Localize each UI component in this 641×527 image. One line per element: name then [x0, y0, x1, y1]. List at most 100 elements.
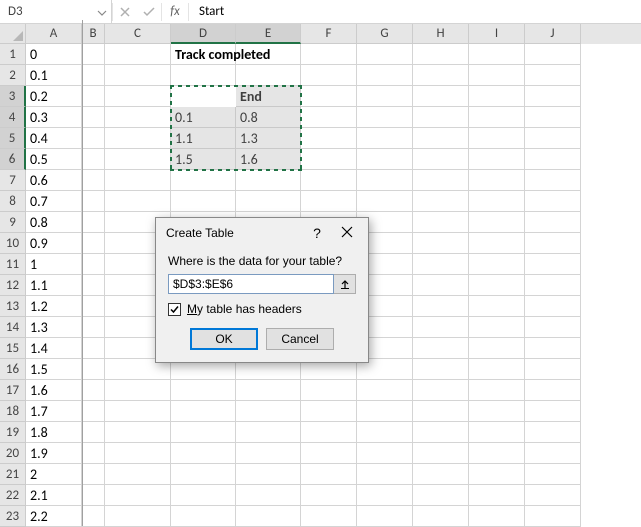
- cell[interactable]: [525, 128, 581, 149]
- cell[interactable]: [82, 317, 105, 338]
- cell[interactable]: 0: [26, 44, 82, 65]
- column-header[interactable]: G: [357, 24, 413, 44]
- row-header[interactable]: 8: [0, 191, 26, 212]
- cell[interactable]: [171, 191, 236, 212]
- help-icon[interactable]: ?: [302, 219, 332, 247]
- column-header[interactable]: B: [82, 24, 105, 44]
- cell[interactable]: 1.7: [26, 401, 82, 422]
- cell[interactable]: 1.5: [171, 149, 236, 170]
- row-header[interactable]: 1: [0, 44, 26, 65]
- row-header[interactable]: 20: [0, 443, 26, 464]
- cell[interactable]: [82, 128, 105, 149]
- cell[interactable]: [413, 191, 469, 212]
- close-icon[interactable]: [332, 219, 362, 247]
- cell[interactable]: 1.3: [236, 128, 301, 149]
- column-header[interactable]: I: [469, 24, 525, 44]
- cell[interactable]: [413, 254, 469, 275]
- cell[interactable]: [469, 44, 525, 65]
- cell[interactable]: [82, 107, 105, 128]
- cell[interactable]: [413, 170, 469, 191]
- row-header[interactable]: 18: [0, 401, 26, 422]
- cell[interactable]: [469, 275, 525, 296]
- cell[interactable]: [357, 422, 413, 443]
- cell[interactable]: [413, 443, 469, 464]
- cell[interactable]: [469, 359, 525, 380]
- headers-checkbox[interactable]: [168, 303, 181, 316]
- cell[interactable]: [301, 380, 357, 401]
- cell[interactable]: [301, 44, 357, 65]
- cell[interactable]: [525, 170, 581, 191]
- cell[interactable]: [525, 149, 581, 170]
- cell[interactable]: [301, 191, 357, 212]
- cell[interactable]: [413, 485, 469, 506]
- row-header[interactable]: 11: [0, 254, 26, 275]
- cell[interactable]: [357, 149, 413, 170]
- row-header[interactable]: 21: [0, 464, 26, 485]
- cell[interactable]: [105, 401, 171, 422]
- cell[interactable]: [469, 506, 525, 527]
- cell[interactable]: [105, 128, 171, 149]
- cell[interactable]: [301, 86, 357, 107]
- cell[interactable]: [301, 422, 357, 443]
- cell[interactable]: 2.2: [26, 506, 82, 527]
- cell[interactable]: [413, 401, 469, 422]
- cell[interactable]: [413, 149, 469, 170]
- cell[interactable]: [469, 86, 525, 107]
- cell[interactable]: [105, 44, 171, 65]
- cell[interactable]: [105, 170, 171, 191]
- cell[interactable]: 0.8: [26, 212, 82, 233]
- cell[interactable]: [357, 128, 413, 149]
- cell[interactable]: 2.1: [26, 485, 82, 506]
- cell[interactable]: [413, 359, 469, 380]
- cell[interactable]: [82, 296, 105, 317]
- cell[interactable]: [105, 485, 171, 506]
- cancel-button[interactable]: Cancel: [266, 328, 334, 350]
- cell[interactable]: [105, 191, 171, 212]
- cell[interactable]: [525, 443, 581, 464]
- row-header[interactable]: 10: [0, 233, 26, 254]
- cell[interactable]: [82, 443, 105, 464]
- cell[interactable]: [236, 44, 301, 65]
- cell[interactable]: 0.4: [26, 128, 82, 149]
- cell[interactable]: 1.6: [26, 380, 82, 401]
- cell[interactable]: [469, 233, 525, 254]
- cell[interactable]: [525, 191, 581, 212]
- cell[interactable]: [236, 65, 301, 86]
- cell[interactable]: [357, 44, 413, 65]
- range-input[interactable]: [168, 274, 334, 294]
- cell[interactable]: [469, 170, 525, 191]
- cell[interactable]: [525, 44, 581, 65]
- cell[interactable]: [525, 107, 581, 128]
- cell[interactable]: [357, 170, 413, 191]
- chevron-down-icon[interactable]: [97, 7, 107, 17]
- row-header[interactable]: 7: [0, 170, 26, 191]
- column-header[interactable]: F: [301, 24, 357, 44]
- cancel-entry-icon[interactable]: [113, 0, 137, 23]
- cell[interactable]: 1.5: [26, 359, 82, 380]
- column-header[interactable]: E: [236, 24, 301, 44]
- headers-checkbox-row[interactable]: My table has headers: [168, 302, 356, 316]
- cell[interactable]: [413, 380, 469, 401]
- row-header[interactable]: 23: [0, 506, 26, 527]
- cell[interactable]: 0.9: [26, 233, 82, 254]
- cell[interactable]: [357, 506, 413, 527]
- cell[interactable]: [82, 149, 105, 170]
- cell[interactable]: [105, 380, 171, 401]
- cell[interactable]: [413, 317, 469, 338]
- row-header[interactable]: 14: [0, 317, 26, 338]
- cell[interactable]: [82, 254, 105, 275]
- cell[interactable]: [525, 485, 581, 506]
- cell[interactable]: [82, 380, 105, 401]
- cell[interactable]: [82, 464, 105, 485]
- cell[interactable]: [236, 443, 301, 464]
- cell[interactable]: [413, 422, 469, 443]
- cell[interactable]: [469, 380, 525, 401]
- cell[interactable]: [525, 233, 581, 254]
- cell[interactable]: [301, 401, 357, 422]
- cell[interactable]: [236, 401, 301, 422]
- cell[interactable]: [469, 422, 525, 443]
- cell[interactable]: [357, 401, 413, 422]
- row-header[interactable]: 9: [0, 212, 26, 233]
- cell[interactable]: [413, 506, 469, 527]
- cell[interactable]: 1: [26, 254, 82, 275]
